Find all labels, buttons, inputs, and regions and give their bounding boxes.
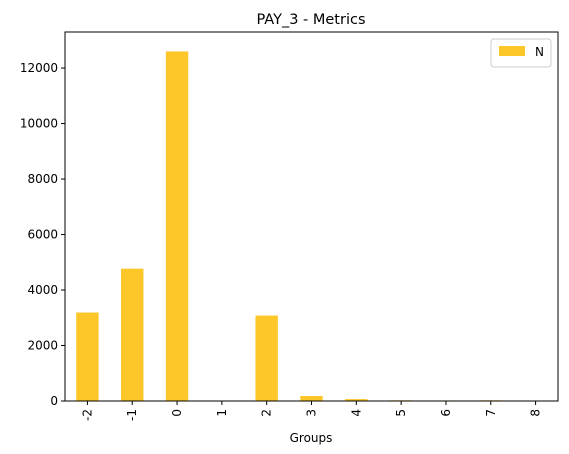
y-axis: 0 2000 4000 6000 8000 10000 12000 [20,61,65,408]
y-tick-label: 6000 [27,228,58,242]
y-tick-label: 0 [50,394,58,408]
x-tick-label: 2 [260,409,274,417]
plot-frame [64,31,559,402]
x-tick-label: 3 [305,409,319,417]
x-tick-label: -2 [80,409,94,421]
y-tick-label: 2000 [27,339,58,353]
bar-0 [165,51,189,401]
bar--1 [121,268,144,401]
bar-3 [300,396,323,401]
bar-4 [345,399,368,401]
y-tick-label: 4000 [27,283,58,297]
legend-swatch-n [499,46,525,56]
chart-title: PAY_3 - Metrics [256,12,365,28]
x-tick-label: 4 [349,409,363,417]
x-tick-label: 6 [439,409,453,417]
x-axis: -2 -1 0 1 2 3 4 5 6 7 8 [80,401,543,421]
x-axis-label: Groups [290,431,333,445]
bars-group [76,51,547,401]
y-tick-label: 12000 [20,61,58,75]
x-tick-label: 5 [394,409,408,417]
bar--2 [76,312,99,401]
y-tick-label: 10000 [20,117,58,131]
legend: N [490,38,552,68]
x-tick-label: -1 [125,409,139,421]
legend-label-n: N [535,45,544,59]
bar-2 [255,315,278,401]
x-tick-label: 8 [529,409,543,417]
y-tick-label: 8000 [27,172,58,186]
x-tick-label: 7 [484,409,498,417]
x-tick-label: 0 [170,409,184,417]
x-tick-label: 1 [215,409,229,417]
